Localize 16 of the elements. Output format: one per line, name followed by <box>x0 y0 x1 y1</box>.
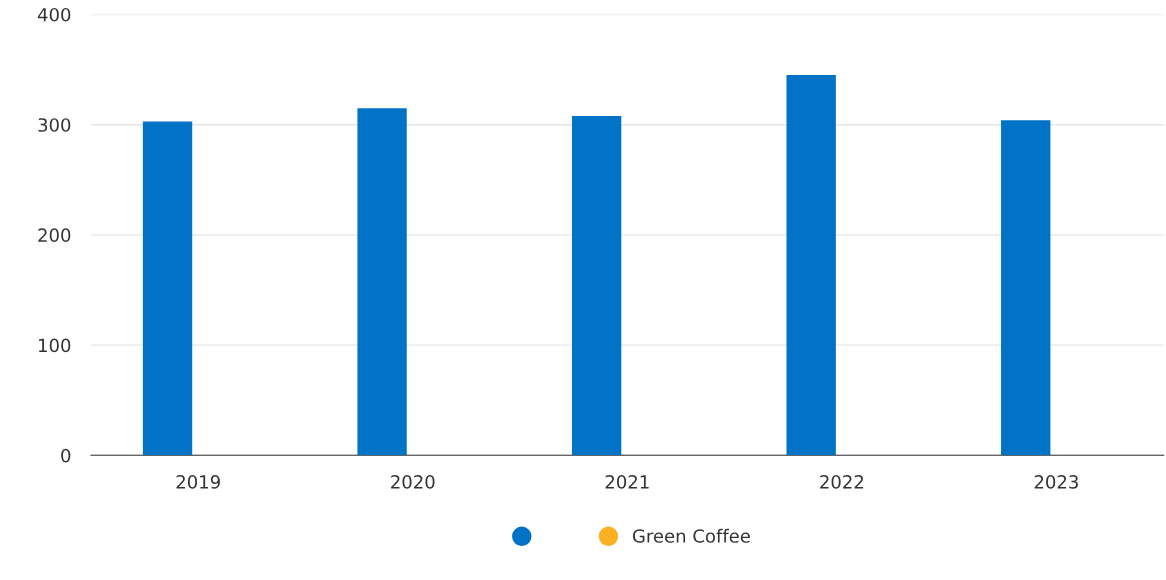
x-tick-label: 2023 <box>1034 475 1078 489</box>
legend-label: Green Coffee <box>632 528 750 543</box>
y-tick-label: 0 <box>61 448 71 463</box>
x-tick-label: 2021 <box>605 475 649 489</box>
bar <box>357 108 407 456</box>
y-tick-label: 100 <box>39 338 71 353</box>
bar <box>1001 120 1051 456</box>
y-tick-label: 400 <box>37 7 71 22</box>
y-tick-label: 200 <box>38 228 71 243</box>
x-tick-label: 2019 <box>176 475 220 489</box>
x-tick-label: 2020 <box>391 475 435 489</box>
x-tick-label: 2022 <box>820 475 864 489</box>
bar <box>571 115 622 456</box>
y-tick-label: 300 <box>38 118 71 132</box>
bar <box>142 121 193 456</box>
bar <box>786 75 836 456</box>
